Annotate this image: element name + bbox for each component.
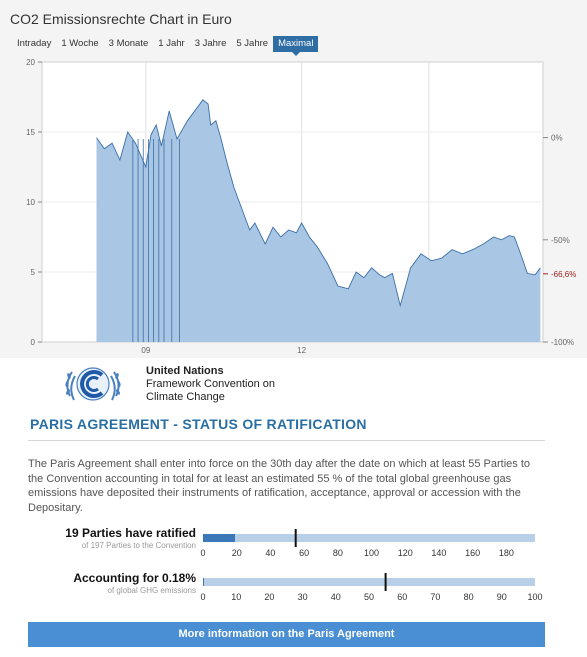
progress-tick-label: 180 xyxy=(499,548,514,558)
un-emblem-icon xyxy=(65,367,121,401)
progress-tick-label: 60 xyxy=(397,592,407,602)
price-area xyxy=(96,99,541,342)
org-name: United Nations xyxy=(146,365,224,377)
tab-3-jahre[interactable]: 3 Jahre xyxy=(194,38,227,49)
current-change-label: -66,6% xyxy=(551,270,576,279)
x-tick-label: 09 xyxy=(141,346,150,355)
percent-tick-label: 0% xyxy=(551,134,563,143)
unfccc-name: United Nations Framework Convention on C… xyxy=(146,365,275,404)
tab-maximal[interactable]: Maximal xyxy=(273,36,319,52)
progress-tick-label: 0 xyxy=(200,592,205,602)
progress-tick-label: 20 xyxy=(264,592,274,602)
progress-tick-label: 100 xyxy=(364,548,379,558)
tab-intraday[interactable]: Intraday xyxy=(17,38,52,49)
progress-tick-label: 30 xyxy=(298,592,308,602)
progress-track xyxy=(203,534,535,542)
active-tab-caret xyxy=(291,52,300,56)
tab-1-jahr[interactable]: 1 Jahr xyxy=(158,38,185,49)
progress-tick-label: 80 xyxy=(333,548,343,558)
progress-tick-label: 90 xyxy=(497,592,507,602)
progress-tick-label: 40 xyxy=(265,548,275,558)
progress-fill xyxy=(203,578,204,586)
progress-tick-label: 40 xyxy=(331,592,341,602)
ratification-progress-bars: 0 20 40 60 80 100 120 140 160 180 0 10 20 30 40 50 60 70 8… xyxy=(200,529,543,602)
tab-5-jahre[interactable]: 5 Jahre xyxy=(236,38,269,49)
progress-fill xyxy=(203,534,236,542)
progress-tick-label: 20 xyxy=(232,548,242,558)
y-tick-label: 0 xyxy=(31,338,36,347)
progress-tick-label: 100 xyxy=(527,592,542,602)
description: The Paris Agreement shall enter into for… xyxy=(28,458,531,514)
progress-tick-label: 160 xyxy=(465,548,480,558)
chart-title: CO2 Emissionsrechte Chart in Euro xyxy=(10,11,232,27)
progress-tick-label: 80 xyxy=(464,592,474,602)
section-title: PARIS AGREEMENT - STATUS OF RATIFICATION xyxy=(30,416,367,432)
price-line xyxy=(96,99,541,308)
more-info-button[interactable]: More information on the Paris Agreement xyxy=(28,622,545,647)
y-tick-label: 15 xyxy=(26,128,35,137)
tab-3-monate[interactable]: 3 Monate xyxy=(108,38,149,49)
x-tick-label: 12 xyxy=(297,346,306,355)
unfccc-header: United Nations Framework Convention on C… xyxy=(60,362,360,410)
chart-panel: CO2 Emissionsrechte Chart in Euro Intrad… xyxy=(0,0,587,358)
progress-track xyxy=(203,578,535,586)
y-tick-label: 5 xyxy=(31,268,36,277)
y-tick-label: 10 xyxy=(26,198,35,207)
progress-tick-label: 10 xyxy=(231,592,241,602)
percent-tick-label: -50% xyxy=(551,236,570,245)
progress-tick-label: 60 xyxy=(299,548,309,558)
tab-1-woche[interactable]: 1 Woche xyxy=(61,38,99,49)
divider xyxy=(28,440,545,441)
emissions-progress-title: Accounting for 0.18% xyxy=(73,571,196,585)
progress-tick-label: 50 xyxy=(364,592,374,602)
percent-tick-label: -100% xyxy=(551,338,574,347)
progress-tick-label: 140 xyxy=(431,548,446,558)
price-chart: 0 5 10 15 20 09 12 0% -50% -66,6% -100% xyxy=(26,58,576,355)
emissions-progress-subtitle: of global GHG emissions xyxy=(107,586,196,595)
y-tick-label: 20 xyxy=(26,58,35,67)
org-line-3: Climate Change xyxy=(146,391,225,403)
parties-progress-subtitle: of 197 Parties to the Convention xyxy=(81,541,196,550)
parties-progress-title: 19 Parties have ratified xyxy=(65,526,196,540)
timeframe-tabs: Intraday 1 Woche 3 Monate 1 Jahr 3 Jahre 5 Ja… xyxy=(12,36,319,56)
progress-tick-label: 70 xyxy=(430,592,440,602)
org-line-2: Framework Convention on xyxy=(146,378,276,390)
progress-tick-label: 0 xyxy=(200,548,205,558)
progress-tick-label: 120 xyxy=(398,548,413,558)
